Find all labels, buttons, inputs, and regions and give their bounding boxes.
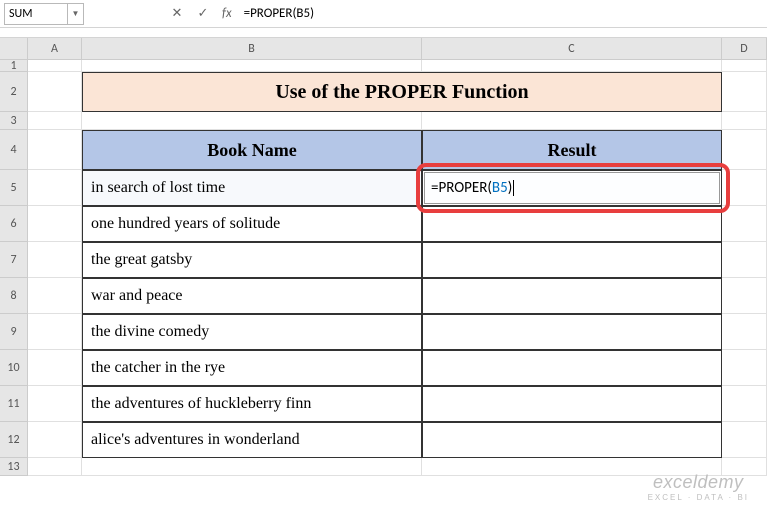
table-row[interactable]: the divine comedy bbox=[82, 314, 422, 350]
formula-input[interactable]: =PROPER(B5) bbox=[238, 3, 767, 25]
result-cell[interactable] bbox=[422, 386, 722, 422]
row-header-4[interactable]: 4 bbox=[0, 130, 28, 170]
row-headers: 1 2 3 4 5 6 7 8 9 10 11 12 13 bbox=[0, 60, 28, 530]
result-cell[interactable] bbox=[422, 422, 722, 458]
table-row[interactable]: the great gatsby bbox=[82, 242, 422, 278]
watermark: exceldemy EXCEL · DATA · BI bbox=[648, 472, 749, 502]
row-header-10[interactable]: 10 bbox=[0, 350, 28, 386]
column-headers: A B C D bbox=[28, 38, 767, 60]
row-header-3[interactable]: 3 bbox=[0, 112, 28, 130]
col-header-D[interactable]: D bbox=[722, 38, 767, 60]
row-header-5[interactable]: 5 bbox=[0, 170, 28, 206]
row-header-9[interactable]: 9 bbox=[0, 314, 28, 350]
active-cell-C5[interactable]: =PROPER(B5) bbox=[424, 172, 720, 204]
table-header-bookname: Book Name bbox=[82, 130, 422, 170]
result-cell[interactable] bbox=[422, 206, 722, 242]
table-header-result: Result bbox=[422, 130, 722, 170]
watermark-subtitle: EXCEL · DATA · BI bbox=[648, 493, 749, 502]
formula-text-prefix: =PROPER( bbox=[431, 179, 492, 197]
table-row[interactable]: the catcher in the rye bbox=[82, 350, 422, 386]
page-title: Use of the PROPER Function bbox=[82, 72, 722, 112]
row-header-12[interactable]: 12 bbox=[0, 422, 28, 458]
result-cell[interactable] bbox=[422, 242, 722, 278]
table-row[interactable]: war and peace bbox=[82, 278, 422, 314]
table-row[interactable]: alice's adventures in wonderland bbox=[82, 422, 422, 458]
name-box-dropdown[interactable]: ▼ bbox=[68, 3, 84, 25]
result-cell[interactable] bbox=[422, 314, 722, 350]
watermark-title: exceldemy bbox=[648, 472, 749, 493]
cancel-formula-button[interactable]: ✕ bbox=[164, 3, 190, 25]
select-all-corner[interactable] bbox=[0, 38, 28, 60]
row-header-13[interactable]: 13 bbox=[0, 458, 28, 476]
formula-bar: SUM ▼ ✕ ✓ fx =PROPER(B5) bbox=[0, 0, 767, 28]
col-header-C[interactable]: C bbox=[422, 38, 722, 60]
worksheet-grid[interactable]: Use of the PROPER Function Book Name Res… bbox=[28, 60, 767, 530]
formula-text-suffix: ) bbox=[508, 179, 513, 197]
name-box[interactable]: SUM bbox=[4, 3, 68, 25]
row-header-6[interactable]: 6 bbox=[0, 206, 28, 242]
col-header-B[interactable]: B bbox=[82, 38, 422, 60]
result-cell[interactable] bbox=[422, 278, 722, 314]
table-row[interactable]: in search of lost time bbox=[82, 170, 422, 206]
col-header-A[interactable]: A bbox=[28, 38, 82, 60]
row-header-7[interactable]: 7 bbox=[0, 242, 28, 278]
row-header-11[interactable]: 11 bbox=[0, 386, 28, 422]
row-header-8[interactable]: 8 bbox=[0, 278, 28, 314]
enter-formula-button[interactable]: ✓ bbox=[190, 3, 216, 25]
table-row[interactable]: the adventures of huckleberry finn bbox=[82, 386, 422, 422]
table-row[interactable]: one hundred years of solitude bbox=[82, 206, 422, 242]
row-header-2[interactable]: 2 bbox=[0, 72, 28, 112]
result-cell[interactable] bbox=[422, 350, 722, 386]
row-header-1[interactable]: 1 bbox=[0, 60, 28, 72]
fx-icon[interactable]: fx bbox=[216, 6, 238, 21]
text-cursor bbox=[513, 180, 514, 196]
formula-text-ref: B5 bbox=[492, 179, 508, 197]
